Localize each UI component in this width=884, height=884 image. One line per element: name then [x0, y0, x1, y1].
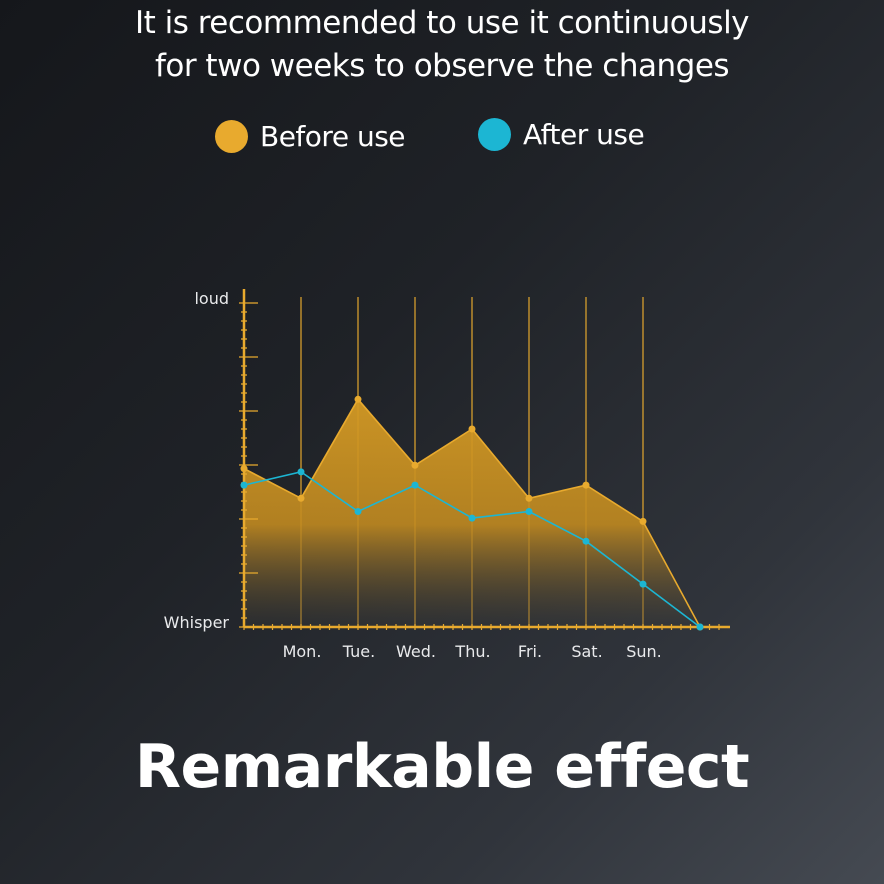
point-after: [297, 468, 305, 476]
point-after: [639, 580, 647, 588]
area-after: [244, 471, 700, 627]
point-before: [639, 517, 647, 525]
point-after: [354, 508, 362, 515]
x-tick-label: Mon.: [283, 642, 322, 661]
legend-item-before: Before use: [215, 120, 406, 153]
y-label-max: loud: [194, 289, 229, 308]
legend-label-after: After use: [523, 118, 645, 151]
title-line-1: It is recommended to use it continuously: [134, 5, 750, 41]
point-before: [354, 395, 362, 403]
page-title: It is recommended to use it continuously…: [0, 2, 884, 88]
x-tick-label: Sun.: [626, 642, 662, 661]
chart-legend: Before use After use: [0, 118, 884, 160]
point-before: [582, 481, 590, 489]
y-label-min: Whisper: [164, 613, 230, 632]
x-tick-label: Thu.: [454, 642, 490, 661]
headline: Remarkable effect: [134, 732, 750, 802]
point-before: [525, 494, 533, 502]
point-after: [582, 537, 590, 545]
legend-item-after: After use: [478, 118, 645, 151]
x-tick-label: Tue.: [342, 642, 375, 661]
point-after: [240, 481, 248, 489]
point-after: [696, 623, 704, 631]
point-before: [411, 461, 419, 469]
point-after: [411, 481, 419, 489]
point-after: [525, 508, 533, 515]
legend-dot-before-icon: [215, 120, 248, 153]
point-before: [468, 425, 476, 433]
x-tick-label: Fri.: [518, 642, 542, 661]
point-after: [468, 514, 476, 522]
legend-dot-after-icon: [478, 118, 511, 151]
x-tick-label: Wed.: [396, 642, 436, 661]
x-tick-label: Sat.: [571, 642, 602, 661]
point-before: [297, 494, 305, 502]
point-before: [240, 465, 248, 473]
legend-label-before: Before use: [260, 120, 406, 153]
title-line-2: for two weeks to observe the changes: [154, 48, 730, 84]
